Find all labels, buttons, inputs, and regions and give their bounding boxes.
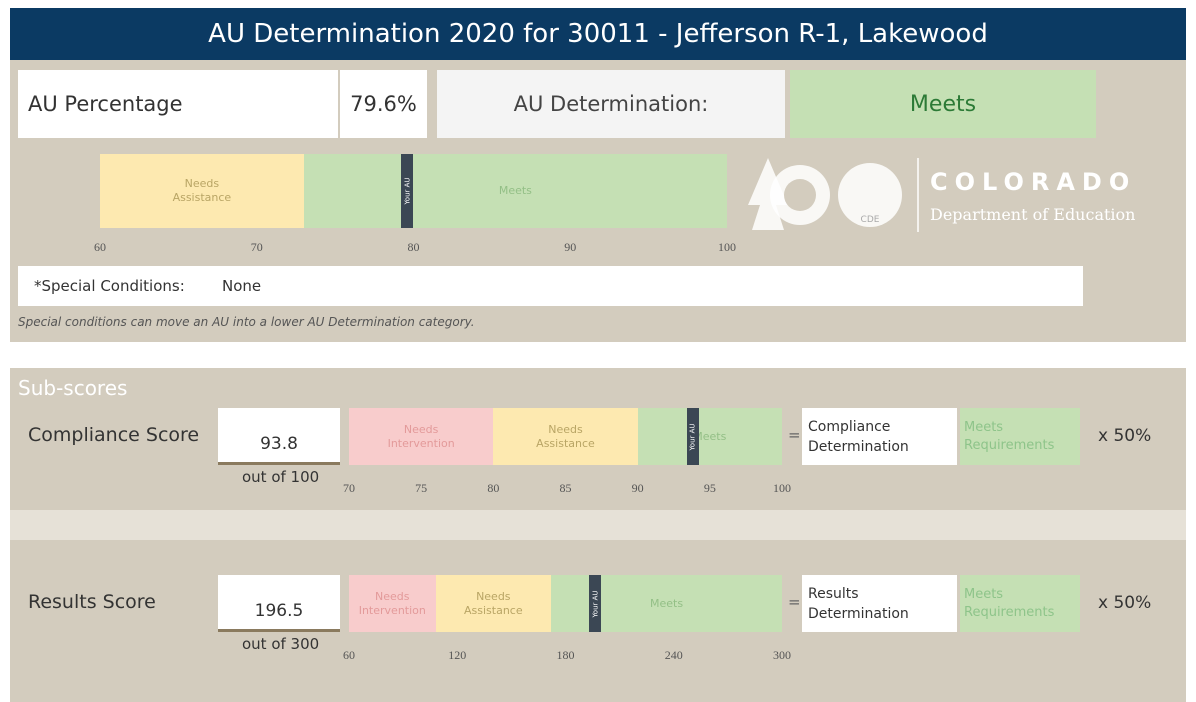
marker-label: Your AU — [688, 422, 697, 451]
tick-label: 60 — [343, 648, 355, 662]
band-label: Needs Assistance — [464, 589, 523, 617]
equals: = — [788, 593, 801, 611]
band: Meets — [637, 408, 782, 465]
out-of: out of 300 — [242, 635, 320, 653]
band: Needs Assistance — [493, 408, 638, 465]
logo-badge: CDE — [861, 215, 880, 225]
logo: CDE COLORADO Department of Education — [748, 158, 1136, 232]
special-box: *Special Conditions: None — [18, 266, 1083, 306]
out-of: out of 100 — [242, 468, 320, 486]
determination-label: Results Determination — [802, 575, 957, 632]
marker: Your AU — [589, 575, 602, 632]
tick-label: 85 — [559, 481, 572, 495]
band: Needs Assistance — [100, 154, 304, 228]
tick-label: 70 — [343, 481, 355, 495]
subscores-title: Sub-scores — [18, 376, 128, 400]
tick-label: 90 — [631, 481, 644, 495]
band: Needs Assistance — [435, 575, 552, 632]
marker-label: Your AU — [591, 589, 600, 618]
au-determination: Meets — [790, 70, 1096, 138]
equals: = — [788, 426, 801, 444]
tick-label: 95 — [703, 481, 716, 495]
band: Meets — [551, 575, 782, 632]
special-note: Special conditions can move an AU into a… — [18, 315, 475, 329]
tick-label: 75 — [415, 481, 428, 495]
band-label: Meets — [693, 429, 727, 443]
determination: Meets Requirements — [960, 575, 1080, 632]
score-label: Results Score — [28, 591, 156, 613]
weight: x 50% — [1098, 593, 1152, 613]
band-label: Needs Intervention — [358, 589, 426, 617]
tick-label: 60 — [94, 240, 106, 254]
marker: Your AU — [686, 408, 699, 465]
logo-name: COLORADO — [930, 168, 1136, 196]
band: Needs Intervention — [349, 575, 436, 632]
band-label: Needs Assistance — [536, 422, 595, 450]
tick-label: 100 — [718, 240, 736, 254]
band-label: Needs Assistance — [172, 177, 232, 204]
divider — [10, 510, 1186, 540]
marker: Your AU — [401, 154, 414, 228]
tick-label: 80 — [407, 240, 420, 254]
tick-label: 90 — [564, 240, 577, 254]
determination-label: Compliance Determination — [802, 408, 957, 465]
au-percentage-label: AU Percentage — [18, 70, 338, 138]
tick-label: 180 — [556, 648, 575, 662]
score: 196.5 — [218, 575, 340, 632]
tick-label: 120 — [448, 648, 467, 662]
weight: x 50% — [1098, 426, 1152, 446]
score: 93.8 — [218, 408, 340, 465]
marker-label: Your AU — [403, 177, 412, 205]
determination: Meets Requirements — [960, 408, 1080, 465]
tick-label: 240 — [664, 648, 683, 662]
band-label: Needs Intervention — [387, 422, 455, 450]
header-title: AU Determination 2020 for 30011 - Jeffer… — [10, 8, 1186, 60]
tick-label: 70 — [250, 240, 263, 254]
tick-label: 100 — [773, 481, 791, 495]
au-percentage: 79.6% — [340, 70, 427, 138]
tick-label: 80 — [487, 481, 500, 495]
band: Needs Intervention — [349, 408, 494, 465]
band-label: Meets — [649, 596, 684, 610]
score-label: Compliance Score — [28, 424, 200, 446]
special-label: *Special Conditions: — [34, 277, 185, 295]
au-determination-label: AU Determination: — [437, 70, 785, 138]
band-label: Meets — [498, 184, 532, 197]
logo-department: Department of Education — [930, 205, 1135, 224]
band: Meets — [303, 154, 727, 228]
special-value: None — [222, 277, 262, 295]
tick-label: 300 — [773, 648, 791, 662]
